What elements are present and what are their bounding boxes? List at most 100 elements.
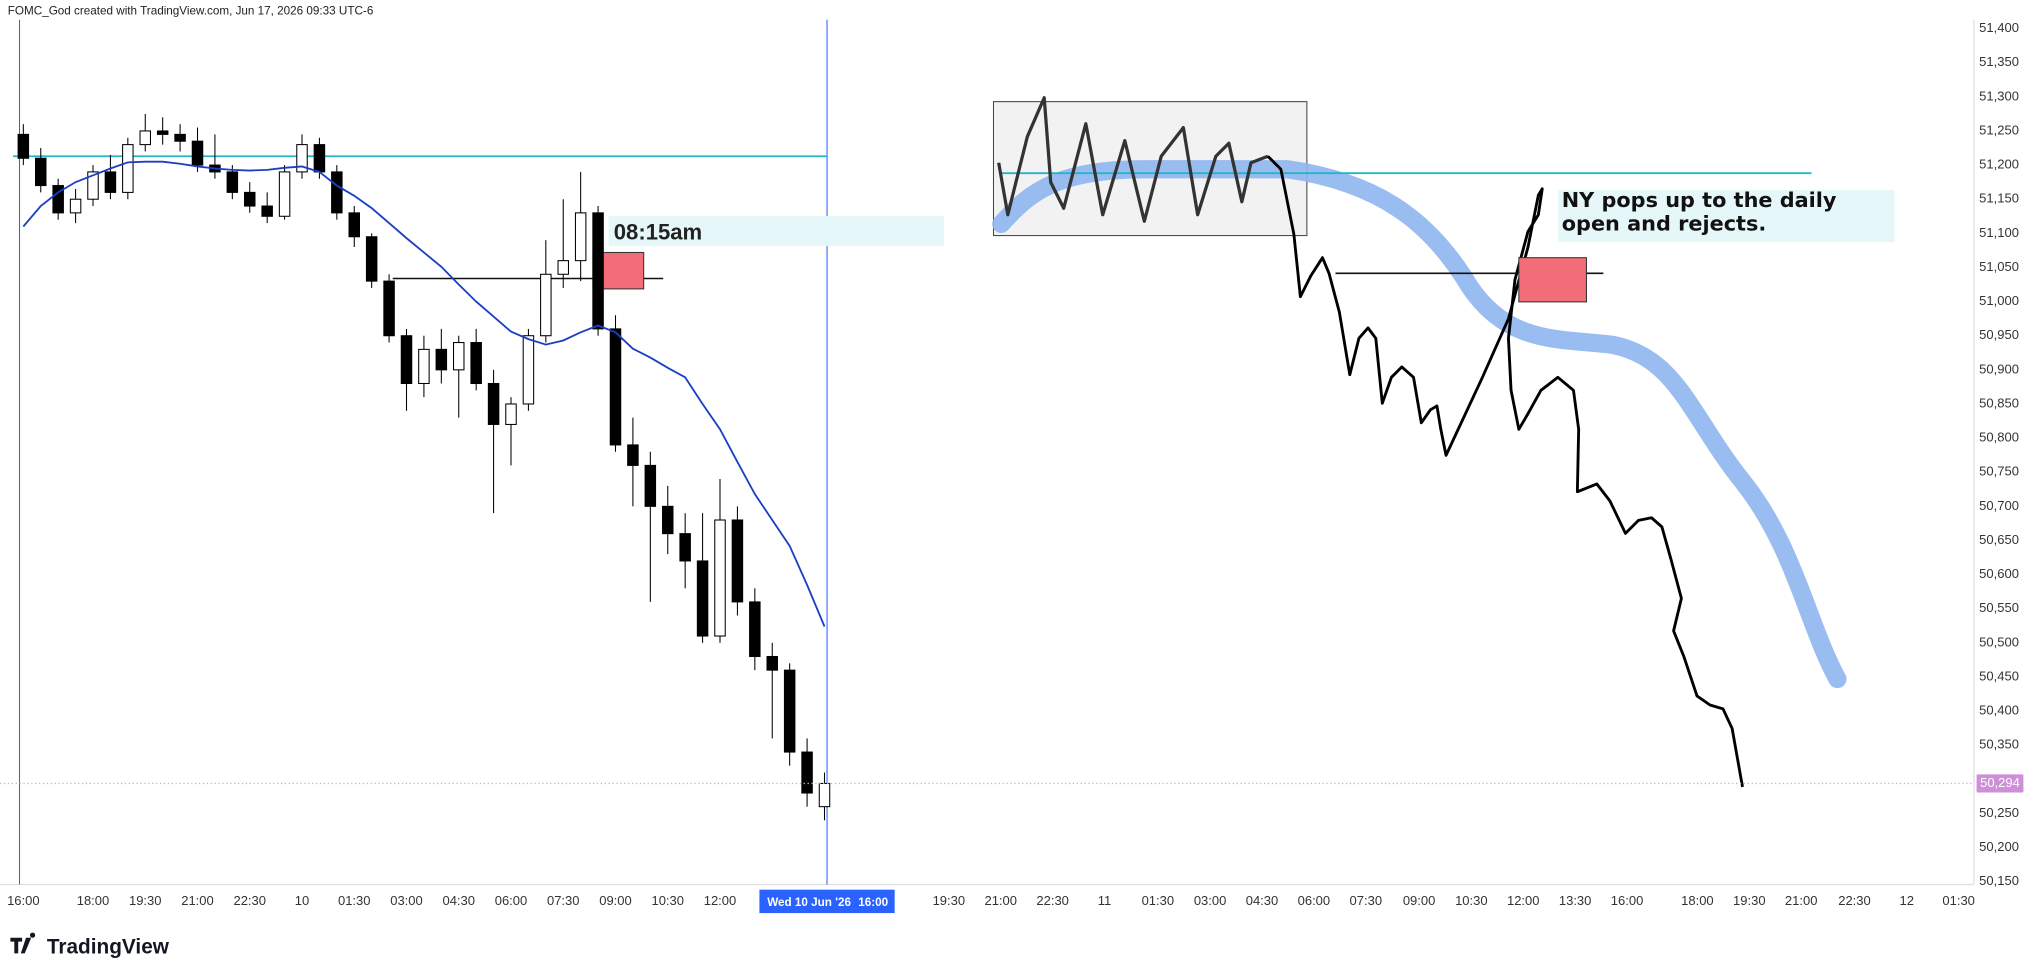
y-tick-label: 51,150 <box>1979 191 2019 206</box>
x-tick-label: 04:30 <box>1246 893 1279 908</box>
y-tick-label: 50,200 <box>1979 839 2019 854</box>
y-tick-label: 50,850 <box>1979 395 2019 410</box>
x-tick-label: 01:30 <box>338 893 371 908</box>
x-tick-label: 06:00 <box>1298 893 1331 908</box>
x-tick-label: 12:00 <box>704 893 737 908</box>
x-tick-label: 18:00 <box>77 893 110 908</box>
candles <box>17 113 831 821</box>
y-tick-label: 50,600 <box>1979 566 2019 581</box>
x-tick-label: 03:00 <box>1194 893 1227 908</box>
candle-body <box>69 198 82 214</box>
zone-box <box>1518 257 1587 303</box>
candle-body <box>87 171 99 200</box>
candle-body <box>487 382 500 425</box>
x-tick-label: 19:30 <box>933 893 966 908</box>
candle-body <box>191 140 204 166</box>
y-tick-label: 50,350 <box>1979 737 2019 752</box>
candle-body <box>17 133 30 159</box>
candle-body <box>801 751 813 794</box>
candle-body <box>592 212 604 330</box>
x-tick-label: 19:30 <box>1733 893 1766 908</box>
candle-body <box>696 560 709 637</box>
moving-average <box>22 160 826 627</box>
candle-body <box>313 144 326 173</box>
candle-body <box>52 185 64 214</box>
candle-body <box>348 212 360 238</box>
y-tick-label: 51,200 <box>1979 157 2019 172</box>
header: FOMC_God created with TradingView.com, J… <box>8 5 374 18</box>
x-tick-label: 03:00 <box>390 893 423 908</box>
y-tick-label: 50,900 <box>1979 361 2019 376</box>
candle-body <box>557 260 569 275</box>
y-tick-label: 50,400 <box>1979 703 2019 718</box>
candle-body <box>365 236 378 282</box>
candle-body <box>174 133 186 142</box>
candle-body <box>714 519 726 637</box>
candle-body <box>731 519 744 603</box>
y-tick-label: 50,550 <box>1979 600 2019 615</box>
x-tick-label: 16:00 <box>7 893 40 908</box>
candle-body <box>331 171 343 214</box>
candle-body <box>418 348 430 385</box>
y-tick-label: 51,350 <box>1979 54 2019 69</box>
y-tick-label: 51,000 <box>1979 293 2019 308</box>
x-tick-label: 06:00 <box>495 893 528 908</box>
last-price-box <box>1976 774 2024 793</box>
candle-body <box>35 157 47 187</box>
candle-body <box>453 342 465 371</box>
candle-body <box>435 348 448 371</box>
last-price-label: 50,294 <box>1980 775 2020 790</box>
x-tick-label: 22:30 <box>1036 893 1069 908</box>
label-box <box>608 216 945 246</box>
annotation-box: NY pops up to the daily open and rejects… <box>1561 188 1837 236</box>
candle-body <box>540 273 552 337</box>
candle-body <box>662 505 674 535</box>
candle-body <box>470 342 482 385</box>
crosshair-date: Wed 10 Jun '26 <box>767 896 851 909</box>
candle-body <box>261 205 273 217</box>
candle-body <box>156 130 169 135</box>
candle-body <box>609 328 622 446</box>
x-tick-label: 18:00 <box>1681 893 1714 908</box>
projection-curve <box>992 160 1847 689</box>
annotation: 08:15am <box>614 219 702 244</box>
x-tick-label: 12:00 <box>1507 893 1540 908</box>
x-tick-label: 09:00 <box>599 893 632 908</box>
candle-body <box>818 782 831 808</box>
candle-body <box>574 212 587 262</box>
crosshair-time: 16:00 <box>858 896 888 909</box>
watermark: TradingView <box>47 935 170 958</box>
y-tick-label: 50,800 <box>1979 430 2019 445</box>
label-box <box>1557 190 1895 243</box>
candle-body <box>139 130 151 146</box>
x-tick-label: 13:30 <box>1559 893 1592 908</box>
x-tick-label: 16:00 <box>1611 893 1644 908</box>
x-tick-label: 10 <box>295 893 309 908</box>
candle-body <box>679 533 691 562</box>
candle-body <box>783 669 796 753</box>
x-tick-label: 09:00 <box>1403 893 1436 908</box>
candle-body <box>749 601 761 658</box>
y-tick-label: 50,150 <box>1979 873 2019 888</box>
x-tick-label: 11 <box>1098 893 1112 908</box>
y-tick-label: 51,100 <box>1979 225 2019 240</box>
y-tick-label: 50,650 <box>1979 532 2019 547</box>
x-tick-label: 21:00 <box>181 893 214 908</box>
y-tick-label: 51,300 <box>1979 88 2019 103</box>
candle-body <box>383 280 395 337</box>
candle-body <box>505 403 517 425</box>
candle-body <box>627 444 639 466</box>
y-tick-label: 50,700 <box>1979 498 2019 513</box>
y-tick-label: 50,250 <box>1979 805 2019 820</box>
y-tick-label: 51,250 <box>1979 122 2019 137</box>
y-tick-label: 50,750 <box>1979 464 2019 479</box>
hand-drawing <box>997 96 1269 223</box>
candle-body <box>278 171 291 217</box>
annotation: NY pops up to the daily open and rejects… <box>1561 188 1837 236</box>
candle-body <box>522 335 535 405</box>
y-tick-label: 50,500 <box>1979 634 2019 649</box>
candle-body <box>244 191 256 207</box>
x-tick-label: 22:30 <box>233 893 266 908</box>
y-tick-label: 50,950 <box>1979 327 2019 342</box>
